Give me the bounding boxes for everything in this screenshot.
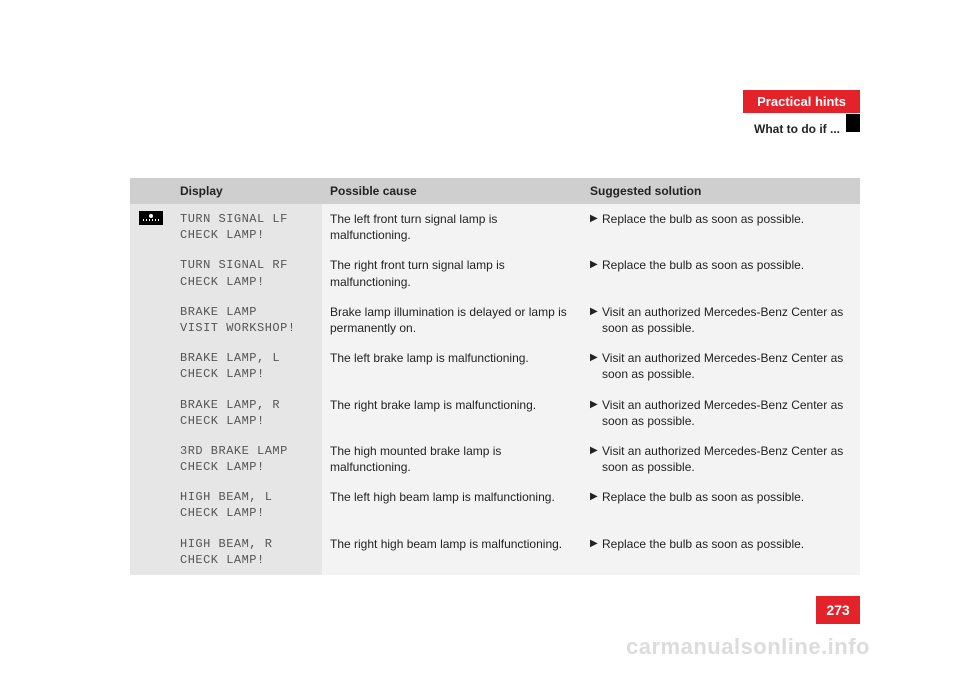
table-row: HIGH BEAM, R CHECK LAMP!The right high b… xyxy=(130,529,860,575)
row-icon-cell xyxy=(130,482,172,528)
page-number: 273 xyxy=(816,596,860,624)
suggested-solution: ▶Visit an authorized Mercedes-Benz Cente… xyxy=(582,390,860,436)
row-icon-cell xyxy=(130,250,172,296)
chapter-tab: Practical hints xyxy=(743,90,860,113)
diagnostic-table: Display Possible cause Suggested solutio… xyxy=(130,178,860,575)
possible-cause: Brake lamp illumination is delayed or la… xyxy=(322,297,582,343)
row-icon-cell xyxy=(130,436,172,482)
solution-text: Replace the bulb as soon as possible. xyxy=(602,211,852,243)
row-icon-cell xyxy=(130,204,172,250)
suggested-solution: ▶Replace the bulb as soon as possible. xyxy=(582,529,860,575)
lamp-warning-icon xyxy=(139,211,163,225)
col-icon-header xyxy=(130,178,172,204)
solution-text: Visit an authorized Mercedes-Benz Center… xyxy=(602,397,852,429)
bullet-icon: ▶ xyxy=(590,536,602,568)
suggested-solution: ▶Visit an authorized Mercedes-Benz Cente… xyxy=(582,297,860,343)
solution-text: Replace the bulb as soon as possible. xyxy=(602,489,852,521)
display-message: BRAKE LAMP, R CHECK LAMP! xyxy=(172,390,322,436)
suggested-solution: ▶Replace the bulb as soon as possible. xyxy=(582,204,860,250)
row-icon-cell xyxy=(130,529,172,575)
row-icon-cell xyxy=(130,343,172,389)
table-row: HIGH BEAM, L CHECK LAMP!The left high be… xyxy=(130,482,860,528)
row-icon-cell xyxy=(130,390,172,436)
possible-cause: The left front turn signal lamp is malfu… xyxy=(322,204,582,250)
bullet-icon: ▶ xyxy=(590,304,602,336)
display-message: 3RD BRAKE LAMP CHECK LAMP! xyxy=(172,436,322,482)
manual-page: Practical hints What to do if ... Displa… xyxy=(0,0,960,678)
possible-cause: The left high beam lamp is malfunctionin… xyxy=(322,482,582,528)
suggested-solution: ▶Visit an authorized Mercedes-Benz Cente… xyxy=(582,343,860,389)
table-header-row: Display Possible cause Suggested solutio… xyxy=(130,178,860,204)
table-row: TURN SIGNAL RF CHECK LAMP!The right fron… xyxy=(130,250,860,296)
possible-cause: The right front turn signal lamp is malf… xyxy=(322,250,582,296)
suggested-solution: ▶Replace the bulb as soon as possible. xyxy=(582,250,860,296)
table-row: BRAKE LAMP, L CHECK LAMP!The left brake … xyxy=(130,343,860,389)
suggested-solution: ▶Visit an authorized Mercedes-Benz Cente… xyxy=(582,436,860,482)
bullet-icon: ▶ xyxy=(590,211,602,243)
row-icon-cell xyxy=(130,297,172,343)
bullet-icon: ▶ xyxy=(590,257,602,289)
table-row: 3RD BRAKE LAMP CHECK LAMP!The high mount… xyxy=(130,436,860,482)
display-message: BRAKE LAMP, L CHECK LAMP! xyxy=(172,343,322,389)
display-message: HIGH BEAM, L CHECK LAMP! xyxy=(172,482,322,528)
table-row: BRAKE LAMP, R CHECK LAMP!The right brake… xyxy=(130,390,860,436)
possible-cause: The high mounted brake lamp is malfuncti… xyxy=(322,436,582,482)
col-cause-header: Possible cause xyxy=(322,178,582,204)
possible-cause: The right high beam lamp is malfunctioni… xyxy=(322,529,582,575)
col-solution-header: Suggested solution xyxy=(582,178,860,204)
display-message: TURN SIGNAL LF CHECK LAMP! xyxy=(172,204,322,250)
solution-text: Visit an authorized Mercedes-Benz Center… xyxy=(602,350,852,382)
table-body: TURN SIGNAL LF CHECK LAMP!The left front… xyxy=(130,204,860,575)
solution-text: Replace the bulb as soon as possible. xyxy=(602,257,852,289)
display-message: TURN SIGNAL RF CHECK LAMP! xyxy=(172,250,322,296)
display-message: BRAKE LAMP VISIT WORKSHOP! xyxy=(172,297,322,343)
table-row: BRAKE LAMP VISIT WORKSHOP!Brake lamp ill… xyxy=(130,297,860,343)
table-row: TURN SIGNAL LF CHECK LAMP!The left front… xyxy=(130,204,860,250)
col-display-header: Display xyxy=(172,178,322,204)
possible-cause: The right brake lamp is malfunctioning. xyxy=(322,390,582,436)
solution-text: Visit an authorized Mercedes-Benz Center… xyxy=(602,443,852,475)
bullet-icon: ▶ xyxy=(590,350,602,382)
section-marker xyxy=(846,114,860,132)
section-title: What to do if ... xyxy=(754,122,840,136)
bullet-icon: ▶ xyxy=(590,489,602,521)
watermark: carmanualsonline.info xyxy=(626,634,870,660)
suggested-solution: ▶Replace the bulb as soon as possible. xyxy=(582,482,860,528)
possible-cause: The left brake lamp is malfunctioning. xyxy=(322,343,582,389)
solution-text: Replace the bulb as soon as possible. xyxy=(602,536,852,568)
display-message: HIGH BEAM, R CHECK LAMP! xyxy=(172,529,322,575)
bullet-icon: ▶ xyxy=(590,397,602,429)
solution-text: Visit an authorized Mercedes-Benz Center… xyxy=(602,304,852,336)
bullet-icon: ▶ xyxy=(590,443,602,475)
